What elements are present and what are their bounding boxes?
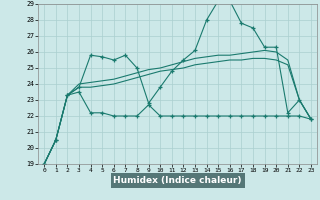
X-axis label: Humidex (Indice chaleur): Humidex (Indice chaleur) [113,176,242,185]
